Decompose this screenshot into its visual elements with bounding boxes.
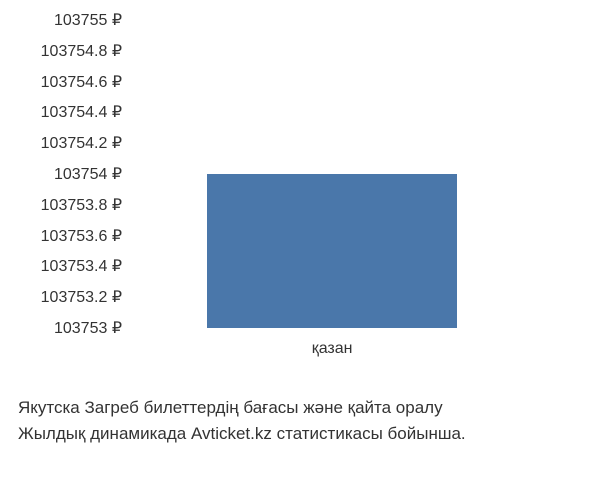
y-tick: 103753.4 ₽ — [41, 256, 122, 276]
y-tick: 103753.8 ₽ — [41, 195, 122, 215]
plot-area: қазан — [130, 20, 560, 328]
y-tick: 103755 ₽ — [54, 10, 122, 30]
caption-line-1: Якутска Загреб билеттердің бағасы және қ… — [18, 395, 598, 421]
y-tick: 103753 ₽ — [54, 318, 122, 338]
caption-line-2: Жылдық динамикада Avticket.kz статистика… — [18, 421, 598, 447]
y-tick: 103754.6 ₽ — [41, 72, 122, 92]
bar — [207, 174, 456, 328]
y-tick: 103753.2 ₽ — [41, 287, 122, 307]
y-tick: 103753.6 ₽ — [41, 226, 122, 246]
chart-caption: Якутска Загреб билеттердің бағасы және қ… — [18, 395, 598, 446]
y-tick: 103754.4 ₽ — [41, 102, 122, 122]
y-tick: 103754 ₽ — [54, 164, 122, 184]
y-tick: 103754.8 ₽ — [41, 41, 122, 61]
y-tick: 103754.2 ₽ — [41, 133, 122, 153]
x-axis-label: қазан — [312, 340, 353, 358]
